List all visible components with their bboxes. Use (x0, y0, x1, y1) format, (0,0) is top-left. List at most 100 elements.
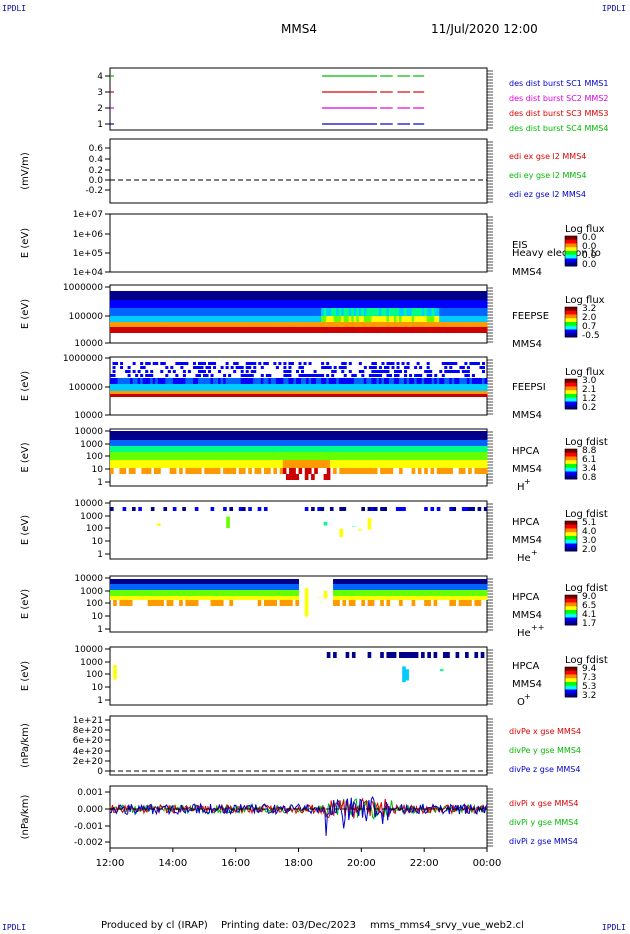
feepse-heat-cell (288, 291, 292, 300)
hpca-he-ytick-label: 100 (86, 524, 103, 534)
hpca-h-heat-cell (282, 468, 287, 474)
feepse-heat-cell (446, 327, 450, 333)
hpca-hepp-heat-cell (477, 590, 482, 596)
burst-ytick-label: 2 (97, 104, 103, 114)
hpca-hepp-heat-cell (191, 579, 196, 584)
feepse-heat-cell (476, 322, 480, 327)
feepsi-heat-cell (195, 384, 199, 391)
hpca-h-heat-cell (480, 440, 485, 446)
feepse-heat-cell (434, 291, 438, 300)
feepsi-heat-cell (429, 394, 433, 397)
hpca-h-heat-cell (282, 460, 287, 468)
hpca-he-heat-cell (339, 528, 343, 537)
feepsi-heat-cell (446, 384, 450, 391)
hpca-h-heat-cell (468, 460, 472, 468)
feepse-heat-cell (446, 291, 450, 300)
feepsi-heat-cell (371, 374, 375, 377)
feepsi-heat-cell (454, 378, 458, 384)
feepsi-heat-cell (449, 394, 453, 397)
hpca-h-heat-cell (260, 440, 265, 446)
hpca-h-heat-cell (188, 431, 193, 440)
hpca-h-heat-cell (446, 452, 450, 460)
hpca-hepp-heat-cell (408, 579, 413, 584)
feepse-heat-cell (341, 327, 345, 333)
hpca-h-heat-cell (373, 446, 378, 452)
hpca-h-heat-cell (311, 452, 315, 460)
hpca-hepp-heat-cell (333, 600, 337, 606)
hpca-hepp-heat-cell (465, 600, 469, 606)
hpca-h-heat-cell (182, 460, 186, 468)
eis-colorbar-tick: 0.0 (582, 242, 597, 252)
hpca-hepp-heat-cell (172, 584, 177, 590)
hpca-hepp-heat-cell (477, 579, 482, 584)
feepsi-heat-cell (459, 394, 463, 397)
feepsi-heat-cell (464, 391, 468, 394)
burst-ytick-label: 4 (97, 72, 103, 82)
feepsi-heat-cell (130, 378, 134, 384)
hpca-h-heat-cell (185, 452, 190, 460)
feepsi-heat-cell (223, 374, 227, 377)
feepse-heat-cell (464, 316, 468, 322)
feepse-heat-cell (280, 322, 284, 327)
hpca-hepp-heat-cell (267, 590, 271, 596)
feepse-heat-cell (476, 291, 480, 300)
feepsi-heat-cell (220, 384, 224, 391)
feepse-heat-cell (326, 291, 330, 300)
hpca-hepp-heat-cell (399, 596, 403, 600)
feepsi-heat-cell (383, 366, 387, 369)
feepsi-heat-cell (409, 391, 413, 394)
hpca-hepp-heat-cell (285, 590, 290, 596)
hpca-h-heat-cell (260, 446, 265, 452)
hpca-hepp-heat-cell (226, 579, 230, 584)
feepsi-heat-cell (288, 394, 292, 397)
hpca-h-heat-cell (389, 460, 394, 468)
feepsi-heat-cell (333, 391, 337, 394)
hpca-h-heat-cell (383, 452, 387, 460)
hpca-hepp-heat-cell (157, 579, 161, 584)
hpca-hepp-heat-cell (458, 600, 463, 606)
hpca-hepp-heat-cell (185, 596, 190, 600)
hpca-h-heat-cell (402, 446, 406, 452)
hpca-h-heat-cell (314, 446, 318, 452)
xtick-label: 20:00 (347, 858, 376, 869)
hpca-h-heat-cell (430, 452, 435, 460)
hpca-h-heat-cell (144, 468, 149, 474)
feepsi-heat-cell (195, 394, 199, 397)
hpca-hepp-ylabel: E (eV) (20, 589, 31, 619)
hpca-hepp-heat-cell (358, 596, 362, 600)
hpca-hepp-heat-cell (232, 584, 237, 590)
hpca-he-heat-cell (339, 507, 343, 511)
hpca-h-heat-cell (348, 446, 353, 452)
feepsi-heat-cell (268, 378, 272, 384)
feepse-heat-cell (137, 322, 141, 327)
feepse-heat-cell (285, 300, 289, 308)
feepsi-heat-cell (182, 391, 186, 394)
feepsi-heat-cell (170, 391, 174, 394)
feepse-heat-cell (318, 322, 322, 327)
feepsi-heat-cell (333, 378, 337, 384)
feepse-heat-cell (293, 308, 297, 316)
feepsi-heat-cell (378, 370, 382, 373)
hpca-h-heat-cell (213, 446, 218, 452)
feepsi-heat-cell (285, 374, 289, 377)
hpca-hepp-heat-cell (175, 590, 180, 596)
feepse-heat-cell (170, 316, 174, 322)
feepsi-heat-cell (396, 384, 400, 391)
feepse-heat-cell (401, 291, 405, 300)
feepsi-heat-cell (419, 378, 423, 384)
feepse-heat-cell (165, 322, 169, 327)
feepse-heat-cell (283, 316, 287, 322)
feepsi-heat-cell (147, 374, 151, 377)
feepsi-heat-cell (298, 394, 302, 397)
hpca-hepp-heat-cell (405, 590, 409, 596)
feepse-heat-cell (137, 300, 141, 308)
hpca-h-heat-cell (169, 468, 174, 474)
hpca-h-heat-cell (213, 431, 218, 440)
hpca-hepp-heat-cell (424, 584, 428, 590)
hpca-hepp-heat-cell (125, 590, 130, 596)
feepsi-heat-cell (142, 394, 146, 397)
hpca-hepp-heat-cell (113, 584, 117, 590)
hpca-hepp-heat-cell (125, 579, 130, 584)
hpca-h-heat-cell (329, 440, 334, 446)
hpca-he-heat-cell (226, 516, 230, 529)
